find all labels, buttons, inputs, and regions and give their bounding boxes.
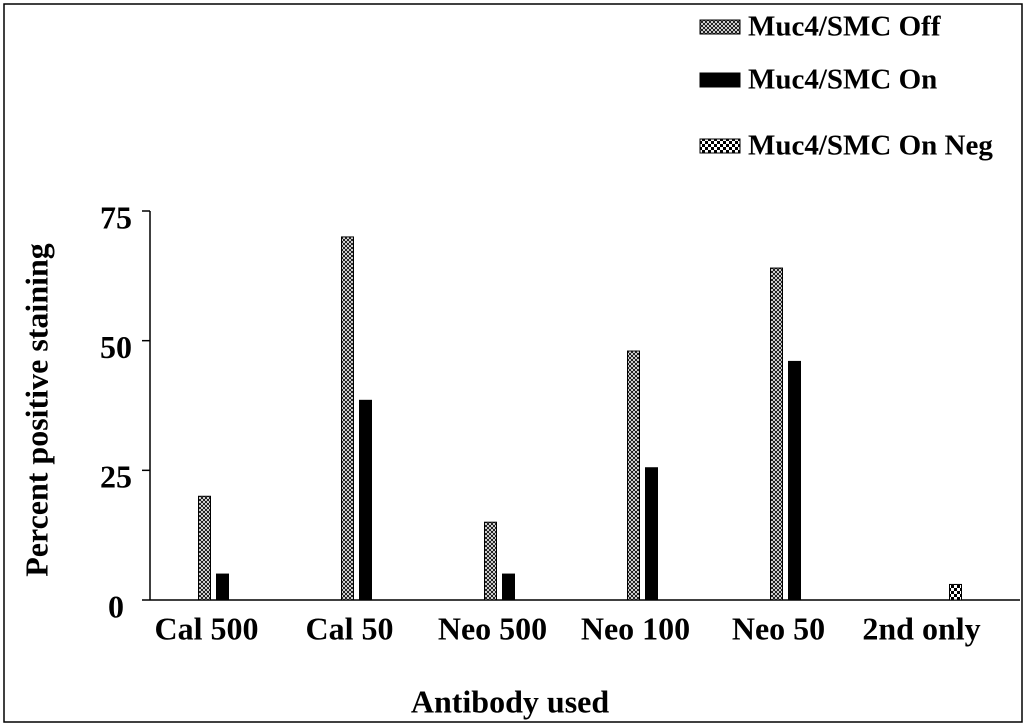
bar	[359, 399, 372, 601]
x-tick-label: Neo 500	[438, 610, 547, 646]
x-tick-label: Neo 50	[732, 610, 825, 646]
legend-swatch	[699, 138, 741, 154]
bar	[198, 495, 211, 601]
bar	[502, 573, 515, 601]
bar	[949, 583, 962, 601]
y-tick-label: 50	[100, 329, 132, 365]
bar	[645, 467, 658, 601]
legend-label: Muc4/SMC On	[748, 64, 937, 96]
legend-label: Muc4/SMC On Neg	[748, 130, 993, 162]
bar	[788, 360, 801, 601]
y-tick-label: 75	[100, 199, 132, 235]
y-tick-label: 0	[108, 588, 124, 624]
bar	[341, 236, 354, 601]
x-tick-label: Cal 500	[155, 610, 259, 646]
legend-swatch	[699, 72, 741, 88]
bar	[216, 573, 229, 601]
bar	[484, 521, 497, 601]
x-tick-label: Neo 100	[581, 610, 690, 646]
bar	[627, 350, 640, 601]
x-tick-label: 2nd only	[862, 610, 980, 646]
x-tick-label: Cal 50	[306, 610, 394, 646]
x-axis-label: Antibody used	[411, 683, 610, 719]
legend-swatch	[699, 19, 741, 35]
y-axis-label: Percent positive staining	[18, 243, 54, 577]
y-tick-label: 25	[100, 459, 132, 495]
bar	[770, 267, 783, 601]
frame	[3, 3, 1023, 723]
legend-label: Muc4/SMC Off	[748, 11, 941, 43]
